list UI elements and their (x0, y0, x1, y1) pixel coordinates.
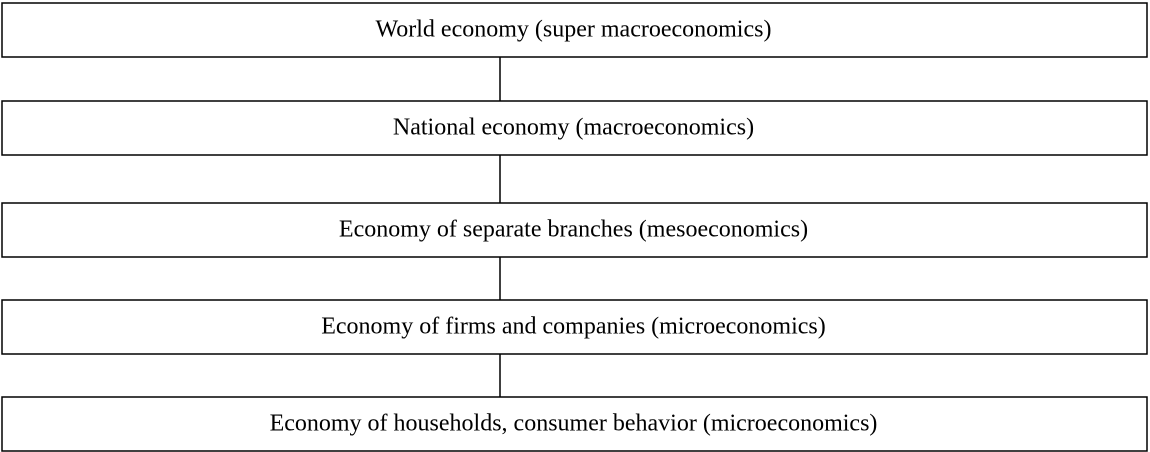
level-box (1, 396, 1148, 452)
level-box (1, 100, 1148, 156)
level-label: Economy of firms and companies (microeco… (321, 314, 826, 340)
level-box (1, 299, 1148, 355)
level-label: Economy of separate branches (mesoeconom… (339, 217, 808, 243)
level-label: Economy of households, consumer behavior… (270, 411, 878, 437)
level-label: World economy (super macroeconomics) (376, 17, 772, 43)
level-box (1, 202, 1148, 258)
level-box (1, 2, 1148, 58)
level-label: National economy (macroeconomics) (393, 115, 754, 141)
